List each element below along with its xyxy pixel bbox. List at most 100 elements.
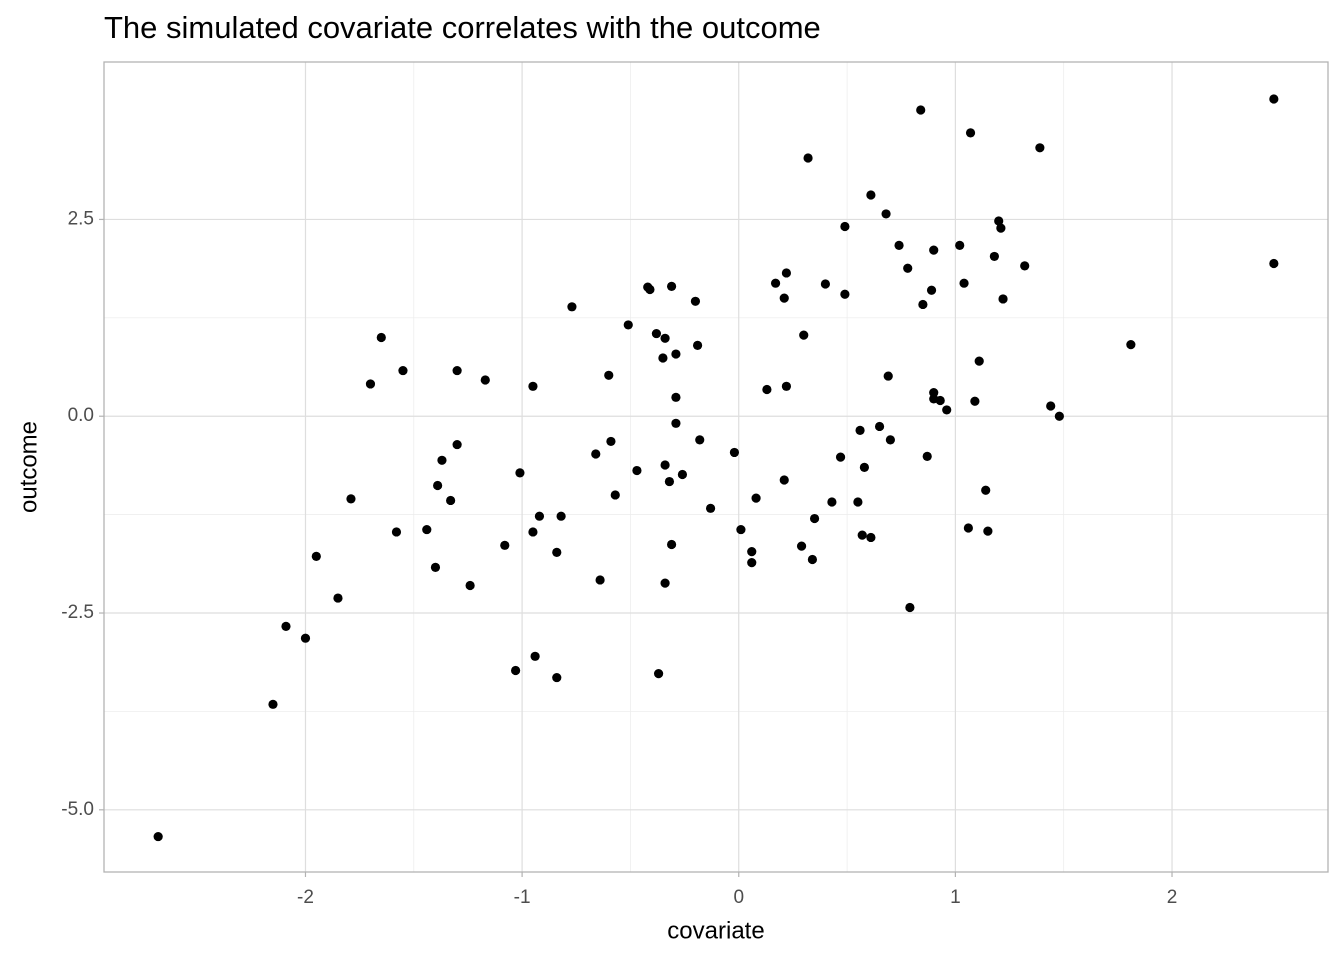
point	[866, 190, 876, 200]
point	[926, 285, 937, 295]
y-tick-label: -5.0	[61, 799, 94, 820]
x-axis-title: covariate	[667, 917, 764, 944]
point	[500, 540, 510, 550]
point	[604, 370, 614, 380]
point	[747, 558, 757, 568]
x-tick-label: 0	[733, 887, 744, 908]
panel-border	[103, 61, 1329, 873]
point	[803, 153, 813, 163]
point	[894, 240, 904, 251]
point	[820, 279, 831, 289]
point	[903, 263, 913, 273]
point	[677, 469, 688, 480]
point	[300, 633, 311, 643]
y-axis-title: outcome	[15, 421, 42, 513]
point	[671, 418, 681, 428]
chart-title: The simulated covariate correlates with …	[104, 10, 821, 45]
point	[994, 216, 1004, 226]
point	[695, 435, 705, 445]
point	[333, 593, 343, 603]
point	[664, 476, 675, 487]
point	[918, 299, 928, 310]
point	[874, 421, 885, 432]
point	[855, 425, 865, 435]
point	[430, 562, 441, 572]
point	[645, 284, 655, 295]
point	[885, 435, 895, 445]
y-tick-label: 0.0	[68, 405, 94, 426]
point	[452, 439, 462, 450]
point	[827, 497, 837, 507]
point	[1269, 258, 1279, 269]
point	[511, 665, 521, 676]
point	[632, 465, 642, 476]
point	[671, 349, 681, 359]
point	[729, 447, 740, 458]
point	[660, 333, 670, 343]
point	[528, 527, 538, 537]
point	[989, 251, 999, 262]
point	[983, 526, 993, 536]
point	[398, 365, 408, 376]
point	[606, 436, 616, 447]
point	[736, 524, 746, 535]
point	[534, 511, 545, 521]
point	[658, 353, 668, 363]
point	[437, 455, 447, 465]
point	[446, 495, 456, 506]
point	[376, 332, 386, 343]
point	[660, 460, 670, 470]
point	[465, 580, 475, 591]
point	[883, 371, 893, 381]
point	[705, 503, 716, 513]
point	[835, 452, 846, 462]
point	[692, 340, 703, 350]
point	[653, 669, 664, 679]
point	[365, 379, 376, 389]
point	[480, 375, 490, 385]
point	[905, 602, 915, 613]
point	[935, 395, 945, 406]
point	[807, 554, 818, 565]
point	[651, 328, 662, 339]
point	[452, 365, 462, 376]
point	[666, 281, 677, 291]
point	[799, 330, 809, 340]
point	[1269, 94, 1279, 104]
point	[881, 209, 891, 219]
point	[666, 539, 677, 550]
point	[955, 240, 965, 251]
point	[556, 511, 566, 521]
point	[916, 105, 926, 115]
point	[779, 293, 789, 303]
x-tick-label: -1	[514, 887, 531, 908]
point	[762, 384, 772, 395]
y-tick-label: -2.5	[61, 602, 94, 623]
point	[311, 551, 321, 561]
point	[974, 356, 984, 366]
point	[751, 493, 761, 503]
point	[391, 527, 402, 537]
point	[552, 547, 562, 558]
point	[528, 381, 538, 391]
point	[929, 245, 939, 255]
point	[781, 268, 792, 278]
point	[853, 497, 863, 507]
point	[922, 451, 932, 461]
point	[567, 302, 577, 312]
panel	[104, 62, 1328, 872]
point	[965, 128, 976, 138]
y-tick-label: 2.5	[68, 208, 94, 229]
point	[660, 578, 670, 588]
point	[610, 490, 620, 500]
point	[970, 396, 980, 406]
point	[866, 532, 876, 543]
point	[346, 494, 356, 504]
point	[840, 221, 850, 232]
x-tick-label: 1	[950, 887, 961, 908]
point	[595, 575, 605, 585]
point	[1126, 339, 1136, 350]
point	[281, 621, 291, 632]
point	[996, 223, 1006, 233]
